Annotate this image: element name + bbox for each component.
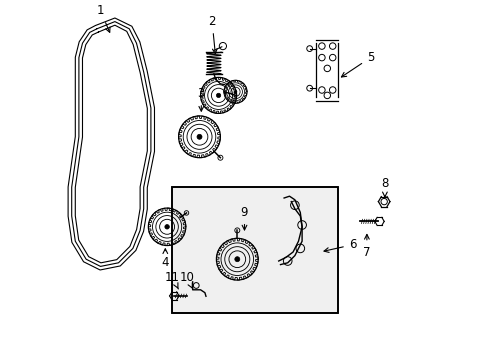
Circle shape	[197, 134, 202, 139]
Circle shape	[234, 257, 239, 262]
Text: 3: 3	[197, 87, 204, 111]
Text: 1: 1	[97, 4, 110, 32]
Text: 7: 7	[363, 234, 370, 258]
Text: 11: 11	[164, 271, 180, 289]
Text: 8: 8	[381, 177, 388, 197]
Text: 6: 6	[324, 238, 356, 252]
Text: 2: 2	[208, 15, 217, 54]
Text: 9: 9	[240, 206, 248, 230]
Circle shape	[234, 90, 236, 93]
Circle shape	[216, 93, 220, 98]
Bar	[172, 187, 337, 313]
Text: 5: 5	[341, 51, 373, 77]
Text: 4: 4	[161, 249, 169, 269]
Circle shape	[164, 225, 169, 229]
Text: 10: 10	[179, 271, 194, 289]
Bar	[172, 187, 337, 313]
